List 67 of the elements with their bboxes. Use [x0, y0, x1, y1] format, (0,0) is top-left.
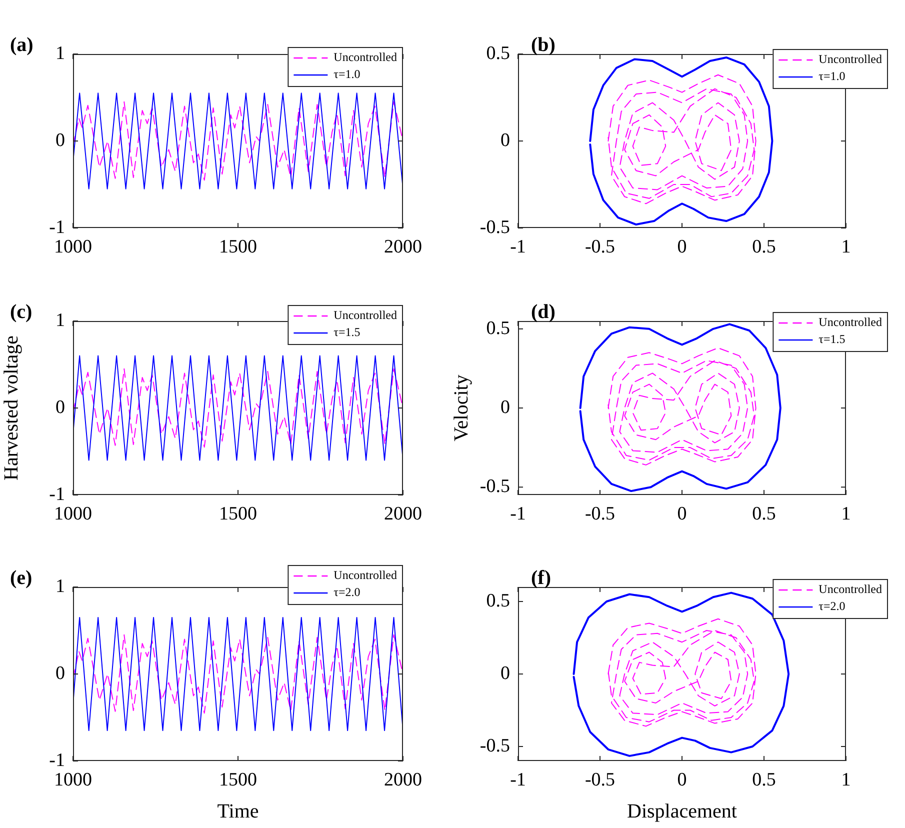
chart-title: (b) — [531, 34, 556, 56]
legend-label: τ=1.5 — [818, 332, 846, 346]
line-series — [608, 347, 756, 466]
x-tick-label: 1000 — [54, 769, 92, 790]
y-tick-label: -1 — [49, 484, 65, 505]
x-tick-label: 0.5 — [752, 236, 776, 258]
x-tick-label: 0 — [677, 236, 687, 258]
y-axis-title: Harvested voltage — [0, 335, 22, 480]
x-tick-label: 1 — [841, 769, 851, 790]
y-tick-label: -0.5 — [480, 476, 510, 498]
legend-label: Uncontrolled — [818, 52, 882, 66]
line-series — [73, 101, 403, 181]
x-tick-label: 2000 — [384, 769, 422, 790]
y-tick-label: -1 — [49, 750, 65, 771]
x-tick-label: 1 — [841, 236, 851, 258]
chart-title: (d) — [531, 301, 556, 323]
chart-title: (e) — [10, 567, 32, 589]
legend-label: Uncontrolled — [334, 308, 398, 322]
legend-label: Uncontrolled — [334, 568, 398, 582]
x-tick-label: 0 — [677, 769, 687, 790]
line-series — [73, 634, 403, 714]
legend-label: τ=1.0 — [334, 67, 360, 82]
y-tick-label: 1 — [56, 310, 65, 331]
y-tick-label: 0.5 — [486, 590, 510, 612]
legend-label: Uncontrolled — [334, 50, 398, 64]
y-tick-label: 0 — [56, 662, 65, 684]
y-tick-label: 0 — [500, 396, 510, 418]
legend-label: Uncontrolled — [818, 315, 882, 330]
x-tick-label: 0 — [677, 503, 687, 524]
x-tick-label: 1 — [841, 503, 851, 524]
x-tick-label: 1500 — [219, 236, 257, 258]
x-tick-label: 1500 — [219, 503, 257, 524]
y-tick-label: 0 — [500, 662, 510, 684]
y-tick-label: 0 — [500, 130, 510, 151]
y-tick-label: 0 — [56, 396, 65, 418]
x-tick-label: 2000 — [384, 236, 422, 258]
chart-title: (c) — [10, 301, 32, 323]
x-axis-title: Time — [217, 800, 259, 822]
x-tick-label: 2000 — [384, 503, 422, 524]
legend-label: τ=1.5 — [334, 325, 360, 340]
x-tick-label: 1000 — [54, 236, 92, 258]
x-tick-label: 1000 — [54, 503, 92, 524]
y-tick-label: -0.5 — [480, 216, 510, 238]
x-tick-label: 0.5 — [752, 503, 776, 524]
x-tick-label: 0.5 — [752, 769, 776, 790]
line-series — [608, 74, 756, 204]
y-tick-label: -0.5 — [480, 735, 510, 756]
legend-label: τ=2.0 — [334, 585, 360, 600]
y-tick-label: 0.5 — [486, 42, 510, 64]
y-tick-label: 1 — [56, 576, 65, 597]
x-axis-title: Displacement — [627, 800, 738, 822]
y-tick-label: -1 — [49, 216, 65, 238]
y-tick-label: 0 — [56, 130, 65, 151]
chart-title: (f) — [531, 567, 551, 589]
y-tick-label: 1 — [56, 42, 65, 64]
legend-label: Uncontrolled — [818, 582, 882, 596]
x-tick-label: -0.5 — [584, 236, 616, 258]
x-tick-label: -0.5 — [584, 503, 616, 524]
x-tick-label: 1500 — [219, 769, 257, 790]
y-tick-label: 0.5 — [486, 318, 510, 339]
y-axis-title: Velocity — [450, 374, 472, 442]
line-series — [73, 368, 403, 448]
legend-label: τ=2.0 — [818, 599, 846, 614]
x-tick-label: -0.5 — [584, 769, 616, 790]
legend-label: τ=1.0 — [818, 69, 846, 84]
chart-title: (a) — [10, 34, 34, 56]
line-series — [608, 618, 756, 727]
